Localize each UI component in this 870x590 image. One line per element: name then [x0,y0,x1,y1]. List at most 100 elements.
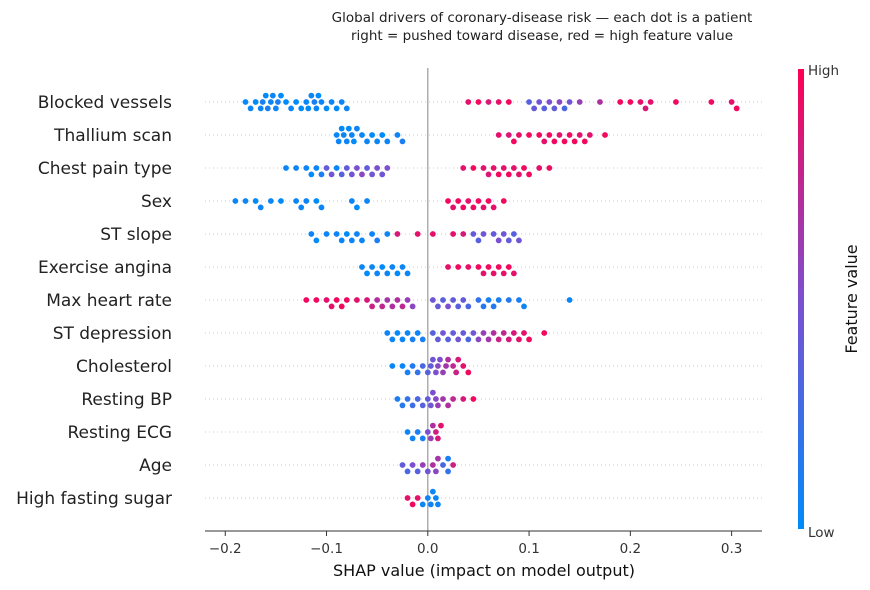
data-point [453,369,460,376]
data-point [364,297,370,303]
data-point [465,336,472,343]
data-point [526,99,532,105]
data-point [333,297,340,303]
data-point [338,171,345,178]
feature-label: Resting BP [81,390,172,410]
data-point [313,165,320,171]
data-point [343,105,350,112]
data-point [404,396,411,402]
data-point [551,138,558,145]
data-point [445,356,451,363]
data-point [460,363,467,369]
data-point [475,336,482,343]
data-point [627,99,634,105]
data-point [536,99,543,105]
data-point [419,501,426,508]
data-point [505,99,512,105]
data-point [303,297,310,303]
data-point [354,125,360,132]
feature-label: ST depression [53,324,172,344]
data-point [546,165,553,171]
data-point [521,303,527,310]
data-point [264,105,271,112]
data-point [374,138,381,145]
data-point [404,270,411,277]
data-point [566,297,573,303]
data-point [470,165,477,171]
data-point [708,99,715,105]
data-point [283,99,289,105]
data-point [445,198,451,204]
data-point [480,231,487,237]
data-point [394,330,401,336]
data-point [450,204,457,211]
feature-label: High fasting sugar [16,489,172,509]
data-point [465,264,472,270]
x-tick-label: 0.0 [417,541,438,557]
data-point [541,138,548,145]
data-point [455,264,462,270]
data-point [437,356,443,363]
feature-label: Sex [141,192,172,212]
data-point [262,92,269,99]
data-point [354,204,360,211]
x-tick-label: 0.2 [620,541,641,557]
data-point [399,402,406,409]
data-point [526,171,532,178]
data-point [343,297,350,303]
data-point [275,99,281,105]
data-point [427,435,434,442]
data-point [495,99,502,105]
data-point [465,369,472,376]
data-point [343,231,350,237]
data-point [313,198,320,204]
data-point [586,132,593,138]
data-point [399,336,406,343]
data-point [536,165,543,171]
data-point [433,396,439,402]
data-point [445,336,451,343]
data-point [480,303,487,310]
data-point [443,363,449,369]
data-point [500,330,507,336]
data-point [335,138,342,145]
data-point [374,297,381,303]
data-point [546,132,553,138]
data-point [602,132,608,138]
data-point [384,165,391,171]
data-point [505,132,512,138]
feature-label: Thallium scan [53,126,172,146]
data-point [293,165,300,171]
data-point [364,198,370,204]
data-point [505,264,512,270]
data-point [516,336,522,343]
data-point [516,171,522,178]
data-point [288,105,294,112]
data-point [480,270,487,277]
data-point [323,297,330,303]
data-point [374,270,381,277]
feature-label: Age [139,456,172,476]
data-point [409,435,416,442]
data-point [333,105,340,112]
x-tick-label: −0.2 [209,541,242,557]
data-point [460,330,467,336]
x-tick-label: 0.1 [518,541,539,557]
data-point [465,198,472,204]
data-point [399,462,406,468]
data-point [450,330,457,336]
data-point [338,303,345,310]
data-point [424,495,431,501]
data-point [409,303,416,310]
feature-label: Max heart rate [46,291,172,311]
data-point [359,264,365,270]
data-point [414,429,421,435]
data-point [267,99,274,105]
data-point [521,165,527,171]
data-point [419,336,426,343]
data-point [404,495,411,501]
data-point [470,396,477,402]
data-point [328,171,335,178]
x-tick-label: −0.1 [310,541,343,557]
